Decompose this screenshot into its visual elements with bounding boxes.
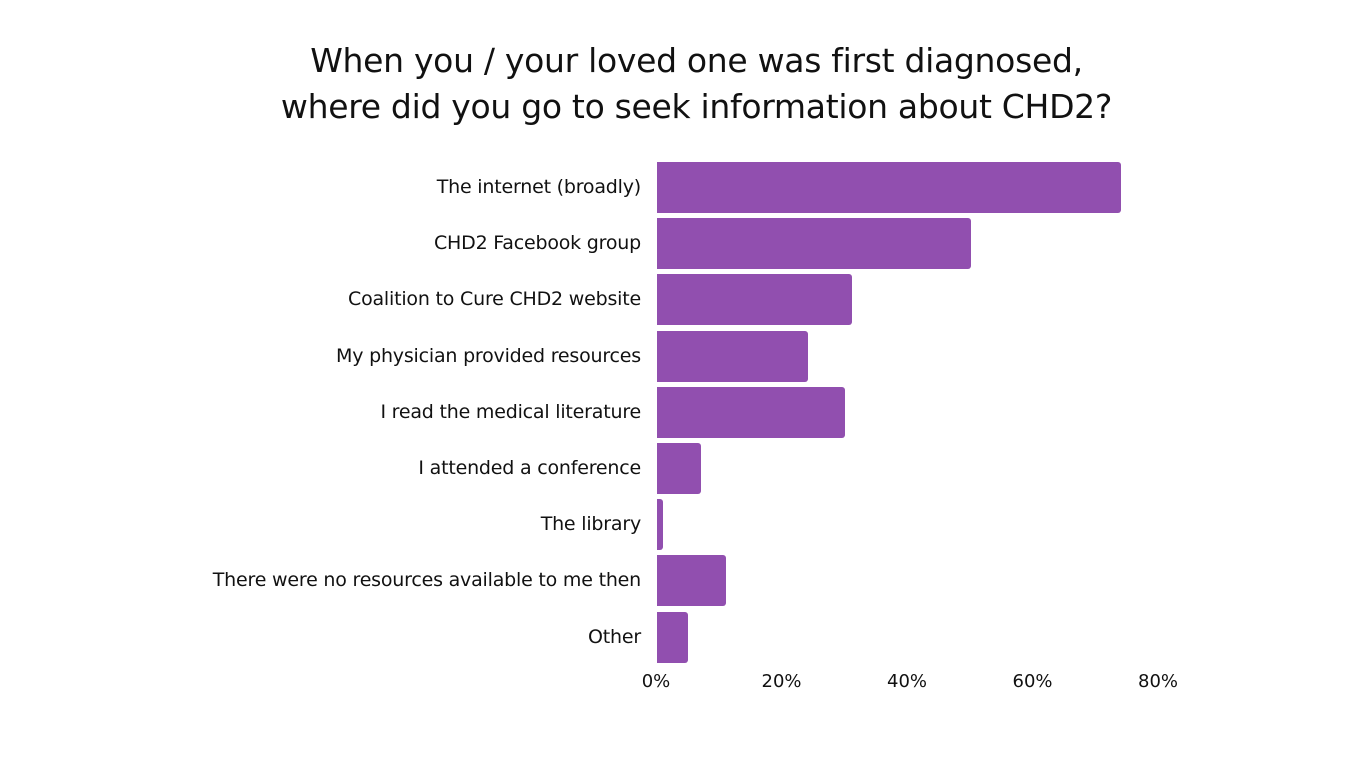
category-label: CHD2 Facebook group: [433, 232, 641, 255]
bar: [657, 555, 727, 607]
bar-row: I attended a conference: [0, 443, 1366, 494]
x-tick-label: 80%: [1137, 671, 1179, 692]
category-label: Coalition to Cure CHD2 website: [348, 288, 641, 311]
category-label: There were no resources available to me …: [212, 569, 641, 592]
bar-row: I read the medical literature: [0, 386, 1366, 438]
bar-row: My physician provided resources: [0, 330, 1366, 382]
bar: [657, 499, 664, 551]
category-label: My physician provided resources: [336, 344, 641, 367]
x-tick-label: 40%: [886, 671, 928, 692]
category-label: I read the medical literature: [380, 400, 641, 423]
bar-row: There were no resources available to me …: [0, 555, 1366, 607]
bar-row: CHD2 Facebook group: [0, 218, 1366, 270]
category-label: The internet (broadly): [436, 176, 641, 198]
x-tick-label: 60%: [1012, 671, 1053, 692]
bar-row: The internet (broadly): [0, 162, 1366, 213]
bar: [657, 611, 689, 663]
bar: [657, 443, 701, 494]
bar-row: Coalition to Cure CHD2 website: [0, 274, 1366, 326]
x-tick-label: 20%: [761, 671, 802, 692]
category-label: The library: [540, 513, 642, 536]
chart-title: When you / your loved one was first diag…: [0, 38, 1366, 130]
chart-title-line-1: When you / your loved one was first diag…: [310, 41, 1083, 80]
bar: [657, 330, 808, 382]
bar-row: The library: [0, 499, 1366, 551]
bar-row: Other: [0, 611, 1366, 663]
category-label: Other: [588, 625, 641, 648]
bar: [657, 386, 846, 438]
category-label: I attended a conference: [418, 457, 641, 479]
chart-title-line-2: where did you go to seek information abo…: [280, 87, 1113, 126]
bar: [657, 274, 852, 326]
bar: [657, 162, 1122, 213]
bar: [657, 218, 971, 270]
x-tick-label: 0%: [641, 671, 671, 692]
